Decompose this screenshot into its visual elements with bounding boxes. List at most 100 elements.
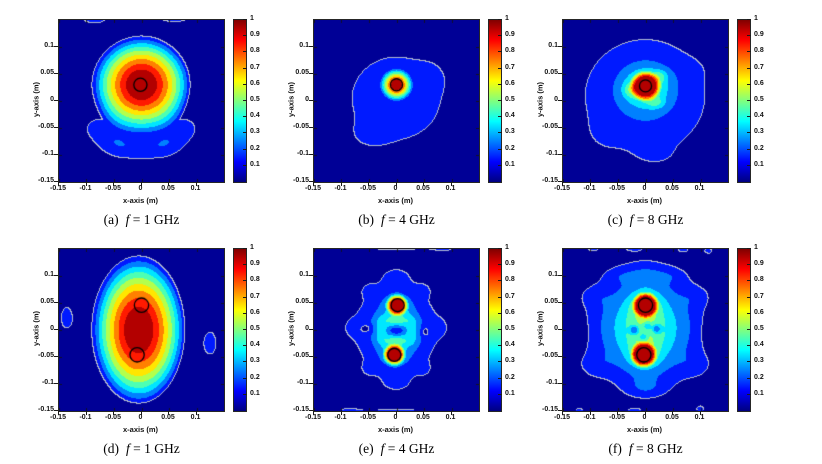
- contour-plot-a: [58, 19, 225, 183]
- caption-value: = 4 GHz: [384, 212, 435, 227]
- y-tick-mark: [54, 302, 58, 303]
- x-tick-mark: [340, 411, 342, 415]
- colorbar-tick-mark: [747, 83, 751, 85]
- colorbar-tick-label: 0.7: [505, 292, 515, 300]
- caption-variable: f: [628, 441, 633, 456]
- x-tick-label: 0.1: [694, 414, 705, 421]
- y-tick-label: -0.1: [296, 150, 309, 157]
- contour-plot-b: [313, 19, 480, 183]
- x-tick-mark: [140, 182, 142, 186]
- x-tick-label: -0.05: [105, 414, 121, 421]
- x-tick-label: -0.1: [583, 414, 596, 421]
- colorbar-tick-mark: [498, 393, 502, 395]
- y-tick-label: -0.05: [293, 123, 309, 130]
- y-tick-mark: [558, 127, 562, 128]
- y-tick-mark: [309, 100, 313, 101]
- colorbar-tick-mark: [747, 248, 751, 249]
- x-tick-mark: [617, 182, 618, 186]
- x-tick-label: -0.05: [609, 185, 625, 192]
- x-tick-label: -0.15: [50, 414, 66, 421]
- x-tick-mark: [340, 182, 342, 186]
- colorbar-tick-label: 0.8: [250, 47, 260, 55]
- colorbar-tick-mark: [243, 67, 247, 69]
- x-axis-label-f: x-axis (m): [626, 425, 662, 434]
- colorbar-tick-mark: [243, 100, 247, 101]
- x-tick-label: 0.05: [416, 414, 430, 421]
- colorbar-tick-label: 0.6: [505, 79, 515, 87]
- colorbar-tick-mark: [498, 83, 502, 85]
- caption-index: (f): [608, 441, 622, 456]
- colorbar-tick-mark: [747, 377, 751, 379]
- x-axis-label-e: x-axis (m): [377, 425, 413, 434]
- colorbar-tick-label: 0.1: [505, 160, 515, 168]
- colorbar-tick-mark: [243, 19, 247, 20]
- colorbar-tick-mark: [747, 345, 751, 347]
- colorbar-tick-label: 0.4: [250, 112, 260, 120]
- x-tick-mark: [313, 182, 314, 186]
- colorbar-tick-label: 0.4: [754, 341, 764, 349]
- x-tick-label: -0.15: [305, 414, 321, 421]
- caption-value: = 8 GHz: [633, 212, 684, 227]
- subplot-a: y-axis (m) 0.1 0.05 0 -0.05 -0.1 -0.15 -0.15 -0.…: [18, 7, 276, 235]
- colorbar-tick-mark: [498, 312, 502, 314]
- x-tick-mark: [58, 411, 59, 415]
- contour-plot-f: [562, 248, 729, 412]
- x-tick-label: 0.1: [445, 414, 456, 421]
- colorbar-tick-mark: [747, 361, 751, 363]
- colorbar-tick-label: 0.9: [250, 31, 260, 39]
- colorbar-tick-label: 0.8: [505, 47, 515, 55]
- caption-e: (e) f = 4 GHz: [313, 441, 480, 457]
- y-tick-mark: [54, 46, 58, 47]
- y-tick-mark: [309, 383, 313, 384]
- colorbar-tick-label: 0.8: [754, 47, 764, 55]
- caption-value: = 8 GHz: [632, 441, 683, 456]
- colorbar-tick-mark: [498, 51, 502, 53]
- x-tick-mark: [644, 411, 646, 415]
- y-tick-mark: [558, 181, 562, 182]
- x-tick-label: -0.15: [554, 185, 570, 192]
- x-axis-label-b: x-axis (m): [377, 196, 413, 205]
- colorbar-tick-label: 0.9: [754, 260, 764, 268]
- colorbar-tick-mark: [747, 35, 751, 37]
- colorbar-tick-mark: [498, 329, 502, 330]
- y-tick-mark: [309, 275, 313, 276]
- y-tick-mark: [54, 356, 58, 357]
- colorbar-tick-mark: [498, 296, 502, 298]
- colorbar-tick-label: 0.5: [250, 325, 260, 332]
- colorbar-tick-mark: [747, 296, 751, 298]
- x-tick-label: 0: [642, 414, 647, 421]
- colorbar-tick-label: 0.2: [505, 144, 515, 152]
- x-tick-label: -0.05: [105, 185, 121, 192]
- y-tick-mark: [309, 181, 313, 182]
- y-tick-mark: [558, 383, 562, 384]
- y-tick-mark: [54, 154, 58, 155]
- colorbar-tick-label: 0.2: [250, 144, 260, 152]
- x-tick-mark: [168, 182, 169, 186]
- x-tick-mark: [617, 411, 618, 415]
- y-tick-label: 0.05: [40, 69, 54, 76]
- caption-b: (b) f = 4 GHz: [313, 212, 480, 228]
- colorbar-tick-mark: [747, 100, 751, 101]
- colorbar-tick-mark: [747, 312, 751, 314]
- x-tick-label: -0.05: [360, 414, 376, 421]
- y-tick-mark: [309, 302, 313, 303]
- colorbar-tick-mark: [498, 116, 502, 118]
- x-tick-label: -0.15: [305, 185, 321, 192]
- y-tick-label: 0.05: [295, 69, 309, 76]
- y-tick-label: 0: [554, 96, 558, 103]
- colorbar-tick-mark: [243, 329, 247, 330]
- x-tick-mark: [672, 411, 673, 415]
- colorbar-tick-label: 0.4: [505, 112, 515, 120]
- colorbar-tick-mark: [747, 164, 751, 166]
- x-tick-label: 0.05: [665, 414, 679, 421]
- y-tick-label: -0.1: [545, 150, 558, 157]
- colorbar-tick-label: 0.3: [754, 128, 764, 136]
- colorbar-tick-label: 0.4: [754, 112, 764, 120]
- caption-index: (b): [358, 212, 374, 227]
- caption-f: (f) f = 8 GHz: [562, 441, 729, 457]
- colorbar-d: [233, 248, 247, 412]
- y-tick-mark: [309, 46, 313, 47]
- colorbar-tick-label: 0.1: [754, 389, 764, 397]
- x-tick-mark: [395, 182, 397, 186]
- y-tick-mark: [54, 410, 58, 411]
